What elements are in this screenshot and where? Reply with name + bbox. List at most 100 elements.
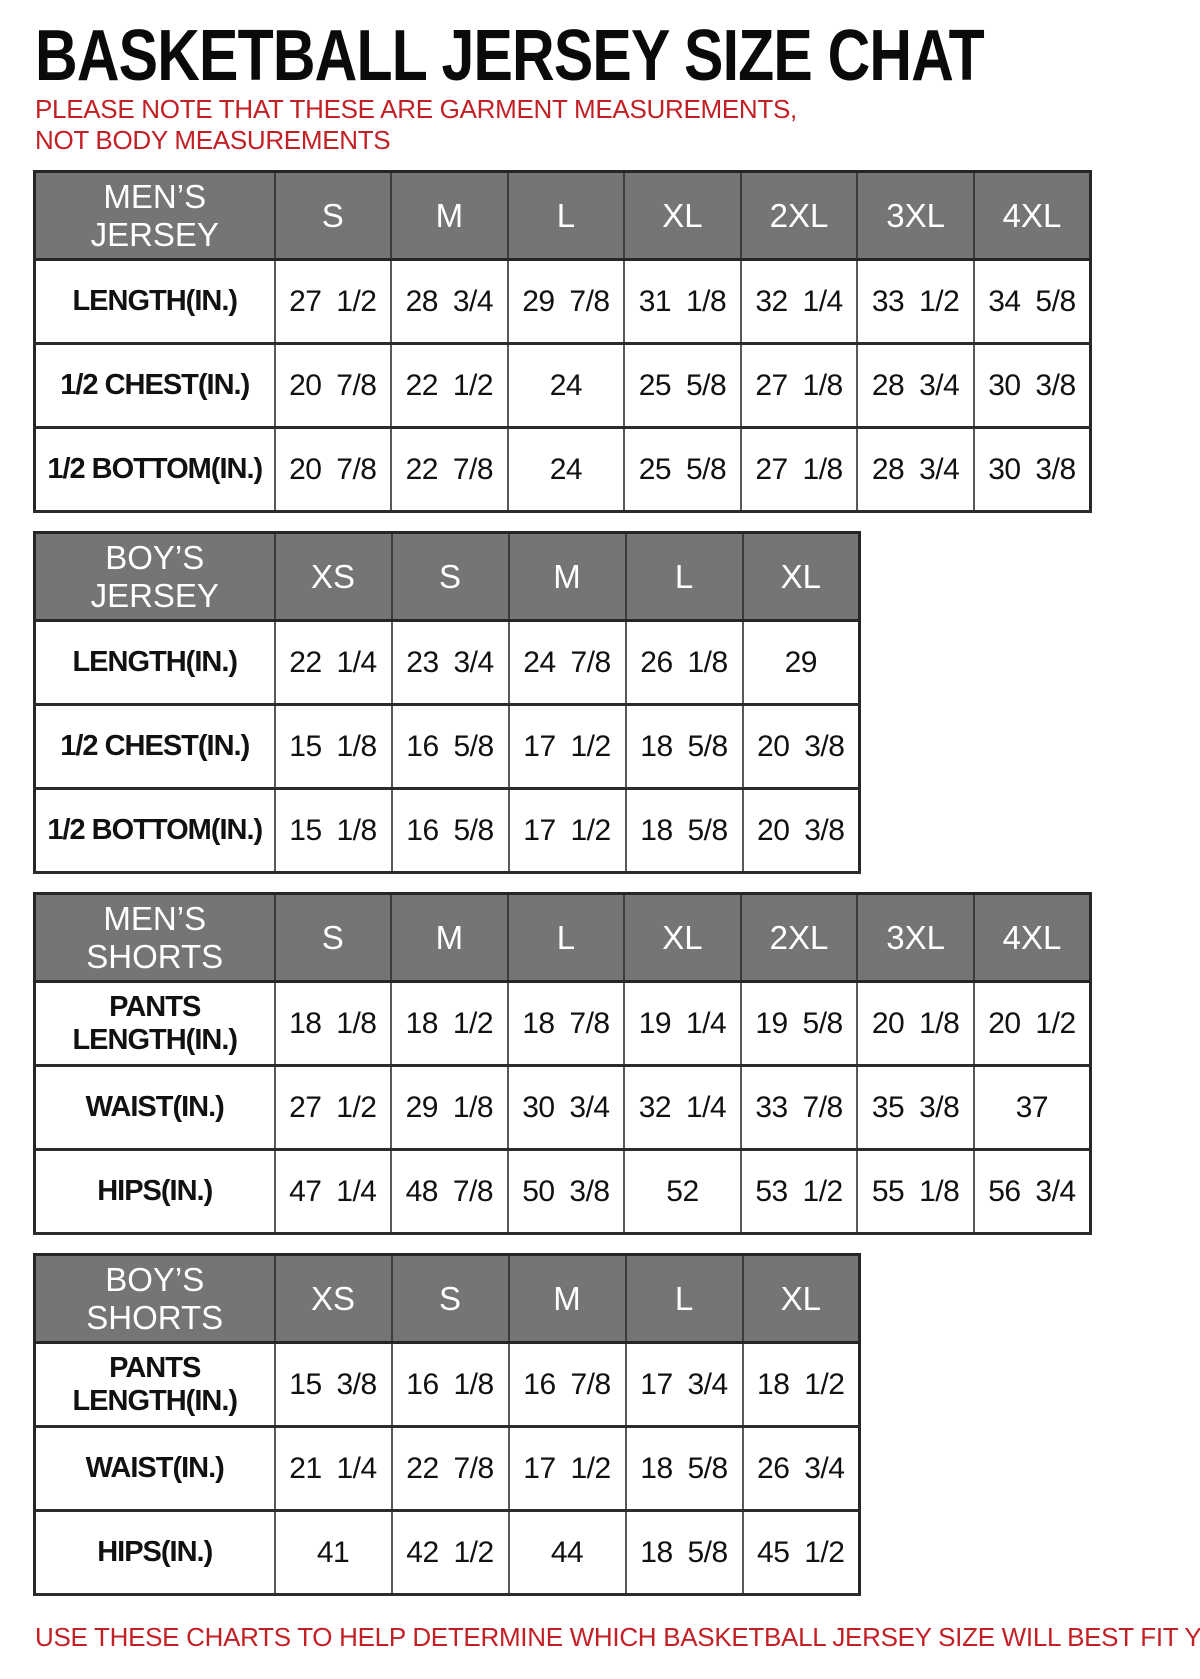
size-value-cell: 32 1/4 [623, 1064, 742, 1152]
row-label-cell: 1/2 CHEST(IN.) [33, 342, 276, 430]
row-label-cell: WAIST(IN.) [33, 1425, 276, 1513]
page-title-wrap: BASKETBALL JERSEY SIZE CHAT [33, 12, 1170, 92]
size-value-cell: 18 5/8 [624, 703, 744, 791]
size-value-cell: 18 1/2 [741, 1341, 861, 1429]
size-column-header: XL [741, 1254, 861, 1345]
size-value-cell: 24 [506, 426, 626, 514]
size-value-cell: 32 1/4 [739, 258, 859, 346]
garment-measurement-note: PLEASE NOTE THAT THESE ARE GARMENT MEASU… [35, 94, 797, 156]
size-value-cell: 20 7/8 [273, 426, 393, 514]
size-value-cell: 18 1/2 [390, 980, 509, 1068]
row-label-cell: LENGTH(IN.) [33, 258, 276, 346]
size-value-cell: 31 1/8 [623, 258, 742, 346]
size-column-header: 2XL [739, 893, 859, 984]
size-value-cell: 41 [273, 1509, 393, 1597]
row-label-cell: HIPS(IN.) [33, 1148, 276, 1236]
mens-jersey-table: MEN’S JERSEY S M L XL 2XL 3XL 4XL LENGTH(IN.) 27 … [33, 170, 1092, 514]
size-value-cell: 15 1/8 [273, 787, 393, 875]
size-column-header: L [506, 171, 626, 262]
size-value-cell: 17 1/2 [507, 1425, 627, 1513]
size-value-cell: 21 1/4 [273, 1425, 393, 1513]
size-value-cell: 29 7/8 [506, 258, 626, 346]
size-value-cell: 18 1/8 [273, 980, 393, 1068]
size-value-cell: 55 1/8 [856, 1148, 975, 1236]
size-value-cell: 42 1/2 [390, 1509, 510, 1597]
boys-shorts-table: BOY’S SHORTS XS S M L XL PANTS LENGTH(IN.) 15 3… [33, 1253, 861, 1597]
size-column-header: M [390, 171, 509, 262]
row-label-cell: PANTS LENGTH(IN.) [33, 980, 276, 1068]
size-value-cell: 33 1/2 [856, 258, 975, 346]
size-value-cell: 27 1/8 [739, 342, 859, 430]
size-value-cell: 22 7/8 [390, 426, 509, 514]
size-value-cell: 48 7/8 [390, 1148, 509, 1236]
table-row: 1/2 BOTTOM(IN.) 20 7/8 22 7/8 24 25 5/8 27 1/… [33, 426, 1092, 514]
size-value-cell: 27 1/2 [273, 258, 393, 346]
size-value-cell: 44 [507, 1509, 627, 1597]
size-value-cell: 22 1/4 [273, 619, 393, 707]
size-value-cell: 18 5/8 [624, 1509, 744, 1597]
table-title-cell: BOY’S JERSEY [33, 532, 276, 623]
header-row: BOY’S JERSEY XS S M L XL [33, 532, 861, 623]
size-column-header: XS [273, 532, 393, 623]
table-row: 1/2 BOTTOM(IN.) 15 1/8 16 5/8 17 1/2 18 5/8 2… [33, 787, 861, 875]
row-label-cell: 1/2 BOTTOM(IN.) [33, 787, 276, 875]
size-value-cell: 16 1/8 [390, 1341, 510, 1429]
size-value-cell: 28 3/4 [856, 426, 975, 514]
size-value-cell: 25 5/8 [623, 342, 742, 430]
size-value-cell: 52 [623, 1148, 742, 1236]
size-column-header: XL [623, 893, 742, 984]
size-value-cell: 18 5/8 [624, 787, 744, 875]
table-title-cell: MEN’S SHORTS [33, 893, 276, 984]
table-row: LENGTH(IN.) 27 1/2 28 3/4 29 7/8 31 1/8 32 1/… [33, 258, 1092, 346]
page-title: BASKETBALL JERSEY SIZE CHAT [35, 16, 985, 96]
size-column-header: M [507, 532, 627, 623]
size-column-header: M [507, 1254, 627, 1345]
size-column-header: S [390, 1254, 510, 1345]
size-column-header: S [273, 171, 393, 262]
size-value-cell: 20 1/8 [856, 980, 975, 1068]
size-value-cell: 22 1/2 [390, 342, 509, 430]
size-column-header: M [390, 893, 509, 984]
table-row: HIPS(IN.) 47 1/4 48 7/8 50 3/8 52 53 1/2 55 1/… [33, 1148, 1092, 1236]
table-row: WAIST(IN.) 21 1/4 22 7/8 17 1/2 18 5/8 26 3/4 [33, 1425, 861, 1513]
fit-guidance-note: USE THESE CHARTS TO HELP DETERMINE WHICH… [35, 1622, 1200, 1653]
size-value-cell: 56 3/4 [972, 1148, 1092, 1236]
size-value-cell: 15 1/8 [273, 703, 393, 791]
size-value-cell: 24 7/8 [507, 619, 627, 707]
row-label-cell: 1/2 BOTTOM(IN.) [33, 426, 276, 514]
size-value-cell: 20 1/2 [972, 980, 1092, 1068]
size-value-cell: 30 3/8 [972, 342, 1092, 430]
row-label-cell: PANTS LENGTH(IN.) [33, 1341, 276, 1429]
table-row: WAIST(IN.) 27 1/2 29 1/8 30 3/4 32 1/4 33 7/8… [33, 1064, 1092, 1152]
size-value-cell: 18 7/8 [506, 980, 626, 1068]
header-row: MEN’S SHORTS S M L XL 2XL 3XL 4XL [33, 893, 1092, 984]
table-row: HIPS(IN.) 41 42 1/2 44 18 5/8 45 1/2 [33, 1509, 861, 1597]
size-value-cell: 30 3/8 [972, 426, 1092, 514]
size-value-cell: 50 3/8 [506, 1148, 626, 1236]
size-value-cell: 20 3/8 [741, 787, 861, 875]
size-value-cell: 19 1/4 [623, 980, 742, 1068]
row-label-cell: HIPS(IN.) [33, 1509, 276, 1597]
size-value-cell: 16 5/8 [390, 787, 510, 875]
size-value-cell: 23 3/4 [390, 619, 510, 707]
size-column-header: 3XL [856, 893, 975, 984]
size-value-cell: 24 [506, 342, 626, 430]
size-value-cell: 17 1/2 [507, 787, 627, 875]
size-column-header: 2XL [739, 171, 859, 262]
size-value-cell: 26 1/8 [624, 619, 744, 707]
size-value-cell: 16 7/8 [507, 1341, 627, 1429]
size-value-cell: 17 3/4 [624, 1341, 744, 1429]
row-label-cell: WAIST(IN.) [33, 1064, 276, 1152]
table-title-cell: BOY’S SHORTS [33, 1254, 276, 1345]
table-row: PANTS LENGTH(IN.) 15 3/8 16 1/8 16 7/8 17 3/… [33, 1341, 861, 1429]
table-title-cell: MEN’S JERSEY [33, 171, 276, 262]
size-value-cell: 47 1/4 [273, 1148, 393, 1236]
table-row: 1/2 CHEST(IN.) 15 1/8 16 5/8 17 1/2 18 5/8 20… [33, 703, 861, 791]
table-row: LENGTH(IN.) 22 1/4 23 3/4 24 7/8 26 1/8 29 [33, 619, 861, 707]
size-value-cell: 18 5/8 [624, 1425, 744, 1513]
size-value-cell: 29 [741, 619, 861, 707]
header-row: MEN’S JERSEY S M L XL 2XL 3XL 4XL [33, 171, 1092, 262]
size-column-header: XL [741, 532, 861, 623]
size-value-cell: 22 7/8 [390, 1425, 510, 1513]
